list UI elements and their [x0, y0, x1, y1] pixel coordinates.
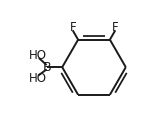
Text: B: B	[42, 61, 51, 74]
Text: HO: HO	[29, 49, 47, 62]
Text: F: F	[69, 21, 76, 34]
Text: HO: HO	[29, 72, 47, 85]
Text: F: F	[112, 21, 119, 34]
